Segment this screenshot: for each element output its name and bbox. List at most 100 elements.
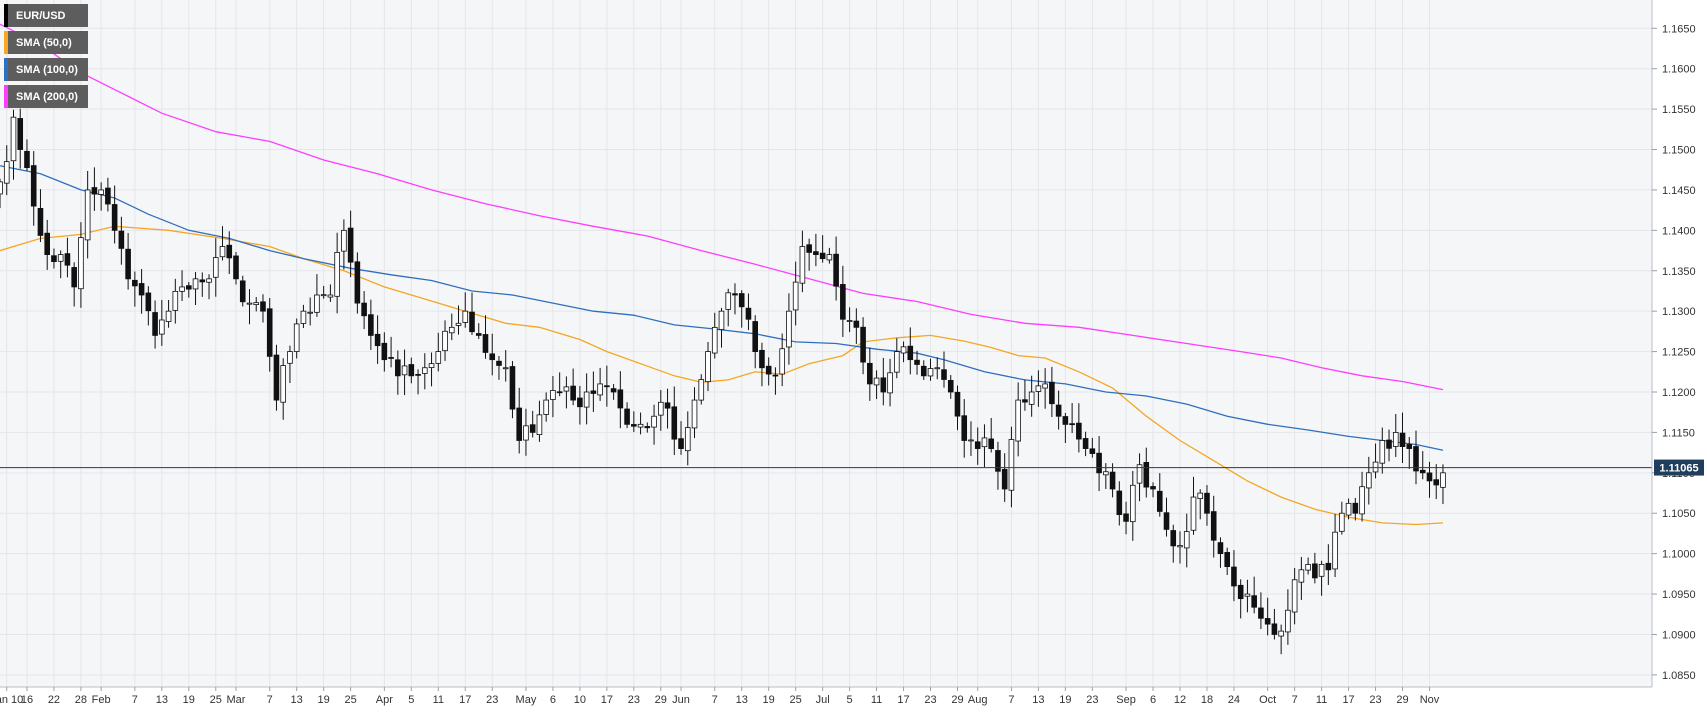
candle-down	[226, 244, 233, 259]
x-tick-label: 11	[871, 694, 882, 706]
candle-down	[1062, 416, 1069, 425]
candle-up	[1440, 472, 1446, 488]
candle-up	[253, 302, 260, 305]
x-tick-label: 23	[486, 694, 498, 706]
candle-up	[873, 377, 880, 386]
y-tick-label: 1.1350	[1662, 266, 1696, 278]
candle-up	[84, 189, 91, 241]
legend-item-sma-100[interactable]: SMA (100,0)	[4, 58, 88, 81]
x-tick-label: 24	[1228, 694, 1240, 706]
candle-up	[718, 310, 725, 330]
x-tick-label: 6	[1150, 694, 1156, 706]
candle-down	[867, 362, 873, 385]
candle-up	[1130, 484, 1136, 523]
candle-down	[947, 380, 954, 393]
candle-down	[1156, 490, 1163, 512]
legend-swatch-sma-200	[4, 85, 8, 108]
candle-up	[725, 292, 732, 310]
x-tick-label: 17	[459, 694, 471, 706]
candle-down	[152, 312, 158, 336]
candle-down	[1055, 404, 1062, 417]
candle-up	[536, 414, 543, 436]
candle-up	[1345, 502, 1352, 516]
x-tick-label: Nov	[1420, 694, 1440, 706]
candle-down	[631, 424, 637, 427]
candle-up	[1042, 383, 1048, 389]
candle-down	[44, 232, 50, 255]
y-tick-label: 1.1650	[1662, 23, 1696, 35]
candle-up	[455, 322, 462, 326]
x-tick-label: Oct	[1259, 694, 1276, 706]
candle-down	[1069, 423, 1075, 426]
candle-up	[401, 365, 408, 376]
candle-down	[1271, 623, 1278, 635]
candle-up	[1359, 486, 1365, 515]
x-tick-label: May	[516, 694, 537, 706]
x-tick-label: 7	[132, 694, 138, 706]
legend-item-sma-50[interactable]: SMA (50,0)	[4, 31, 88, 54]
candle-down	[489, 353, 496, 361]
candle-down	[233, 255, 239, 280]
candle-down	[840, 284, 846, 320]
candle-up	[307, 311, 313, 314]
candle-down	[1419, 469, 1426, 474]
candle-down	[1082, 438, 1089, 449]
x-tick-label: 7	[267, 694, 273, 706]
candle-up	[1190, 496, 1197, 531]
candle-down	[1116, 490, 1123, 515]
candle-up	[293, 323, 300, 352]
candle-up	[320, 294, 327, 297]
candle-up	[165, 310, 172, 322]
legend-item-eurusd[interactable]: EUR/USD	[4, 4, 88, 27]
candle-down	[239, 280, 246, 303]
candle-up	[543, 399, 549, 415]
candle-up	[658, 401, 664, 416]
candle-up	[1197, 492, 1204, 500]
candle-up	[1291, 579, 1298, 613]
candle-up	[1298, 569, 1305, 583]
candle-down	[1413, 446, 1419, 472]
candle-down	[806, 244, 812, 253]
candle-up	[779, 348, 785, 375]
candle-down	[17, 118, 24, 150]
candle-down	[1325, 562, 1332, 571]
x-tick-label: 29	[655, 694, 667, 706]
x-tick-label: 6	[550, 694, 556, 706]
x-tick-label: 28	[75, 694, 87, 706]
candle-down	[368, 314, 374, 336]
candle-down	[1406, 444, 1413, 449]
candle-down	[1123, 513, 1129, 522]
candle-up	[179, 286, 185, 292]
candle-up	[698, 379, 705, 401]
candle-up	[523, 425, 529, 441]
candle-up	[442, 330, 448, 352]
x-tick-label: Aug	[968, 694, 988, 706]
x-tick-label: 17	[601, 694, 613, 706]
candle-up	[1244, 593, 1251, 597]
candle-down	[51, 255, 57, 263]
x-tick-label: Mar	[227, 694, 246, 706]
candle-down	[772, 374, 779, 377]
candle-up	[1183, 531, 1190, 549]
candle-down	[765, 365, 772, 375]
candle-up	[887, 372, 893, 394]
candlesticks	[0, 108, 1446, 655]
candle-up	[1285, 609, 1291, 633]
candle-down	[1210, 511, 1217, 541]
legend-item-sma-200[interactable]: SMA (200,0)	[4, 85, 88, 108]
current-price-badge-bg	[1654, 459, 1704, 476]
candle-up	[786, 310, 792, 348]
candle-up	[1278, 630, 1284, 637]
candle-down	[529, 424, 536, 433]
candle-down	[1049, 381, 1055, 405]
candle-down	[819, 252, 826, 260]
sma-line	[0, 165, 1444, 451]
candle-down	[813, 251, 819, 255]
legend-swatch-sma-100	[4, 58, 8, 81]
sma-line	[0, 23, 1444, 391]
candle-up	[1008, 439, 1015, 491]
x-tick-label: Jun	[672, 694, 690, 706]
candle-down	[1109, 471, 1116, 490]
candle-up	[826, 254, 833, 261]
